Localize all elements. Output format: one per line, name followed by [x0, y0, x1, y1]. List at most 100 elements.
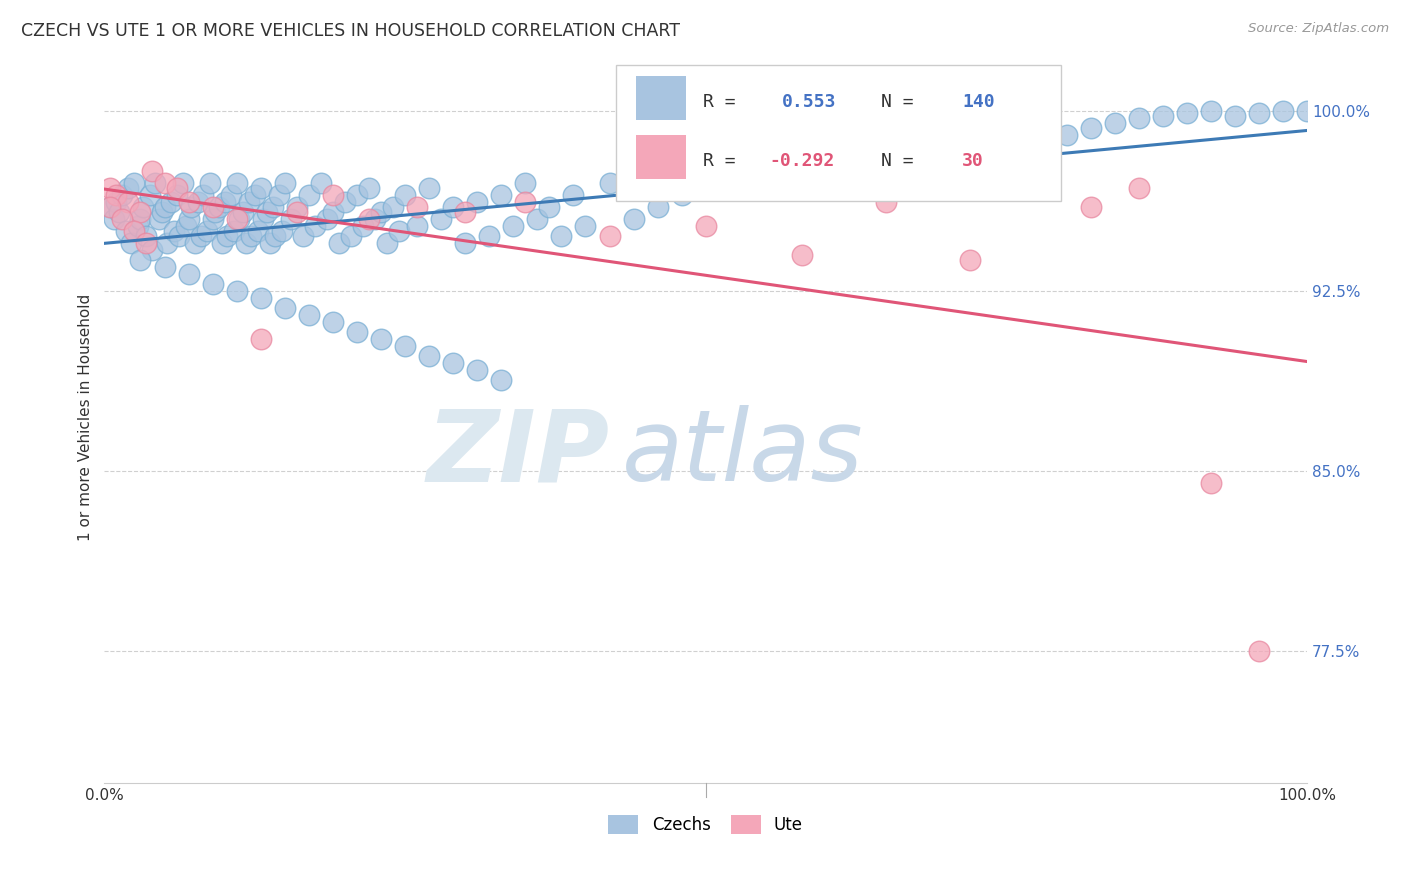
Text: atlas: atlas — [621, 405, 863, 502]
Point — [211, 235, 233, 250]
Point — [574, 219, 596, 233]
Point — [298, 187, 321, 202]
Point — [124, 176, 146, 190]
Point — [111, 187, 134, 202]
Point — [153, 200, 176, 214]
Point — [1296, 103, 1319, 118]
Point — [271, 224, 294, 238]
Point — [418, 180, 440, 194]
Point — [1128, 180, 1150, 194]
Point — [418, 349, 440, 363]
Point — [340, 228, 363, 243]
Point — [382, 200, 405, 214]
Point — [111, 211, 134, 226]
Point — [191, 187, 214, 202]
Point — [562, 187, 585, 202]
Point — [1199, 476, 1222, 491]
Point — [1007, 145, 1029, 159]
Point — [167, 228, 190, 243]
Point — [1223, 109, 1246, 123]
Point — [115, 224, 138, 238]
Point — [274, 301, 297, 315]
Point — [742, 171, 765, 186]
Point — [346, 325, 368, 339]
Point — [959, 152, 981, 166]
Point — [262, 200, 284, 214]
Point — [599, 228, 621, 243]
Point — [285, 200, 308, 214]
Point — [599, 176, 621, 190]
Text: CZECH VS UTE 1 OR MORE VEHICLES IN HOUSEHOLD CORRELATION CHART: CZECH VS UTE 1 OR MORE VEHICLES IN HOUSE… — [21, 22, 681, 40]
Point — [129, 211, 152, 226]
Point — [406, 219, 429, 233]
Point — [790, 248, 813, 262]
Point — [103, 211, 125, 226]
Point — [1272, 103, 1295, 118]
Point — [370, 204, 392, 219]
Point — [256, 204, 278, 219]
Point — [117, 180, 139, 194]
Text: N =: N = — [882, 93, 914, 111]
Point — [375, 235, 398, 250]
Point — [291, 228, 314, 243]
Point — [515, 194, 537, 209]
Point — [515, 176, 537, 190]
Point — [132, 200, 155, 214]
Point — [264, 228, 287, 243]
Point — [465, 363, 488, 377]
Point — [298, 308, 321, 322]
Point — [135, 228, 157, 243]
Point — [219, 187, 242, 202]
Point — [252, 211, 274, 226]
Point — [267, 187, 290, 202]
Point — [1247, 106, 1270, 120]
Point — [388, 224, 411, 238]
Point — [671, 187, 693, 202]
Text: 30: 30 — [962, 152, 984, 169]
Point — [441, 356, 464, 370]
Text: R =: R = — [703, 93, 747, 111]
Point — [214, 194, 236, 209]
Point — [1175, 106, 1198, 120]
Point — [105, 187, 128, 202]
Point — [441, 200, 464, 214]
Point — [141, 243, 163, 257]
Point — [959, 252, 981, 267]
Point — [187, 194, 209, 209]
Point — [357, 211, 380, 226]
Point — [139, 187, 162, 202]
Point — [108, 204, 131, 219]
Point — [875, 194, 897, 209]
Point — [322, 204, 344, 219]
Point — [304, 219, 326, 233]
Point — [394, 339, 416, 353]
Point — [695, 219, 717, 233]
Point — [352, 219, 374, 233]
Point — [315, 211, 337, 226]
Point — [790, 163, 813, 178]
Point — [177, 211, 200, 226]
Point — [120, 235, 142, 250]
Point — [1128, 111, 1150, 125]
Point — [538, 200, 561, 214]
Point — [454, 235, 477, 250]
Point — [328, 235, 350, 250]
Point — [156, 235, 179, 250]
Point — [274, 176, 297, 190]
Point — [814, 171, 837, 186]
Point — [465, 194, 488, 209]
Text: -0.292: -0.292 — [769, 152, 835, 169]
Point — [333, 194, 356, 209]
Point — [526, 211, 548, 226]
Point — [1080, 200, 1102, 214]
Point — [100, 200, 122, 214]
Point — [200, 176, 222, 190]
Point — [143, 176, 166, 190]
Point — [129, 204, 152, 219]
Point — [215, 228, 238, 243]
Point — [911, 156, 934, 170]
Point — [249, 180, 271, 194]
Point — [159, 194, 181, 209]
Point — [100, 180, 122, 194]
Point — [280, 211, 302, 226]
